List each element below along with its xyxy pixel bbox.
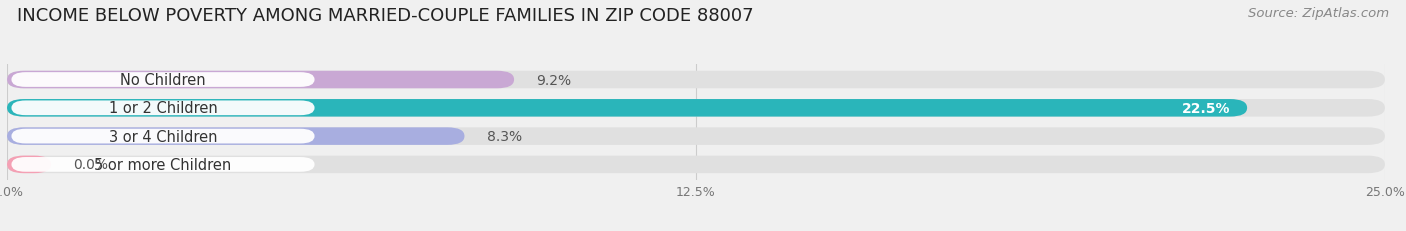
FancyBboxPatch shape (11, 73, 315, 88)
Text: 0.0%: 0.0% (73, 158, 108, 172)
Text: 22.5%: 22.5% (1182, 101, 1230, 115)
Text: Source: ZipAtlas.com: Source: ZipAtlas.com (1249, 7, 1389, 20)
Text: 3 or 4 Children: 3 or 4 Children (108, 129, 218, 144)
FancyBboxPatch shape (7, 128, 464, 145)
FancyBboxPatch shape (7, 100, 1247, 117)
Text: INCOME BELOW POVERTY AMONG MARRIED-COUPLE FAMILIES IN ZIP CODE 88007: INCOME BELOW POVERTY AMONG MARRIED-COUPL… (17, 7, 754, 25)
Text: 5 or more Children: 5 or more Children (94, 157, 232, 172)
FancyBboxPatch shape (7, 128, 1385, 145)
Text: 8.3%: 8.3% (486, 130, 522, 143)
FancyBboxPatch shape (7, 71, 515, 89)
FancyBboxPatch shape (11, 129, 315, 144)
Text: 9.2%: 9.2% (536, 73, 571, 87)
Text: No Children: No Children (120, 73, 205, 88)
FancyBboxPatch shape (7, 156, 51, 173)
FancyBboxPatch shape (7, 100, 1385, 117)
FancyBboxPatch shape (11, 101, 315, 116)
FancyBboxPatch shape (7, 156, 1385, 173)
FancyBboxPatch shape (11, 157, 315, 172)
Text: 1 or 2 Children: 1 or 2 Children (108, 101, 218, 116)
FancyBboxPatch shape (7, 71, 1385, 89)
